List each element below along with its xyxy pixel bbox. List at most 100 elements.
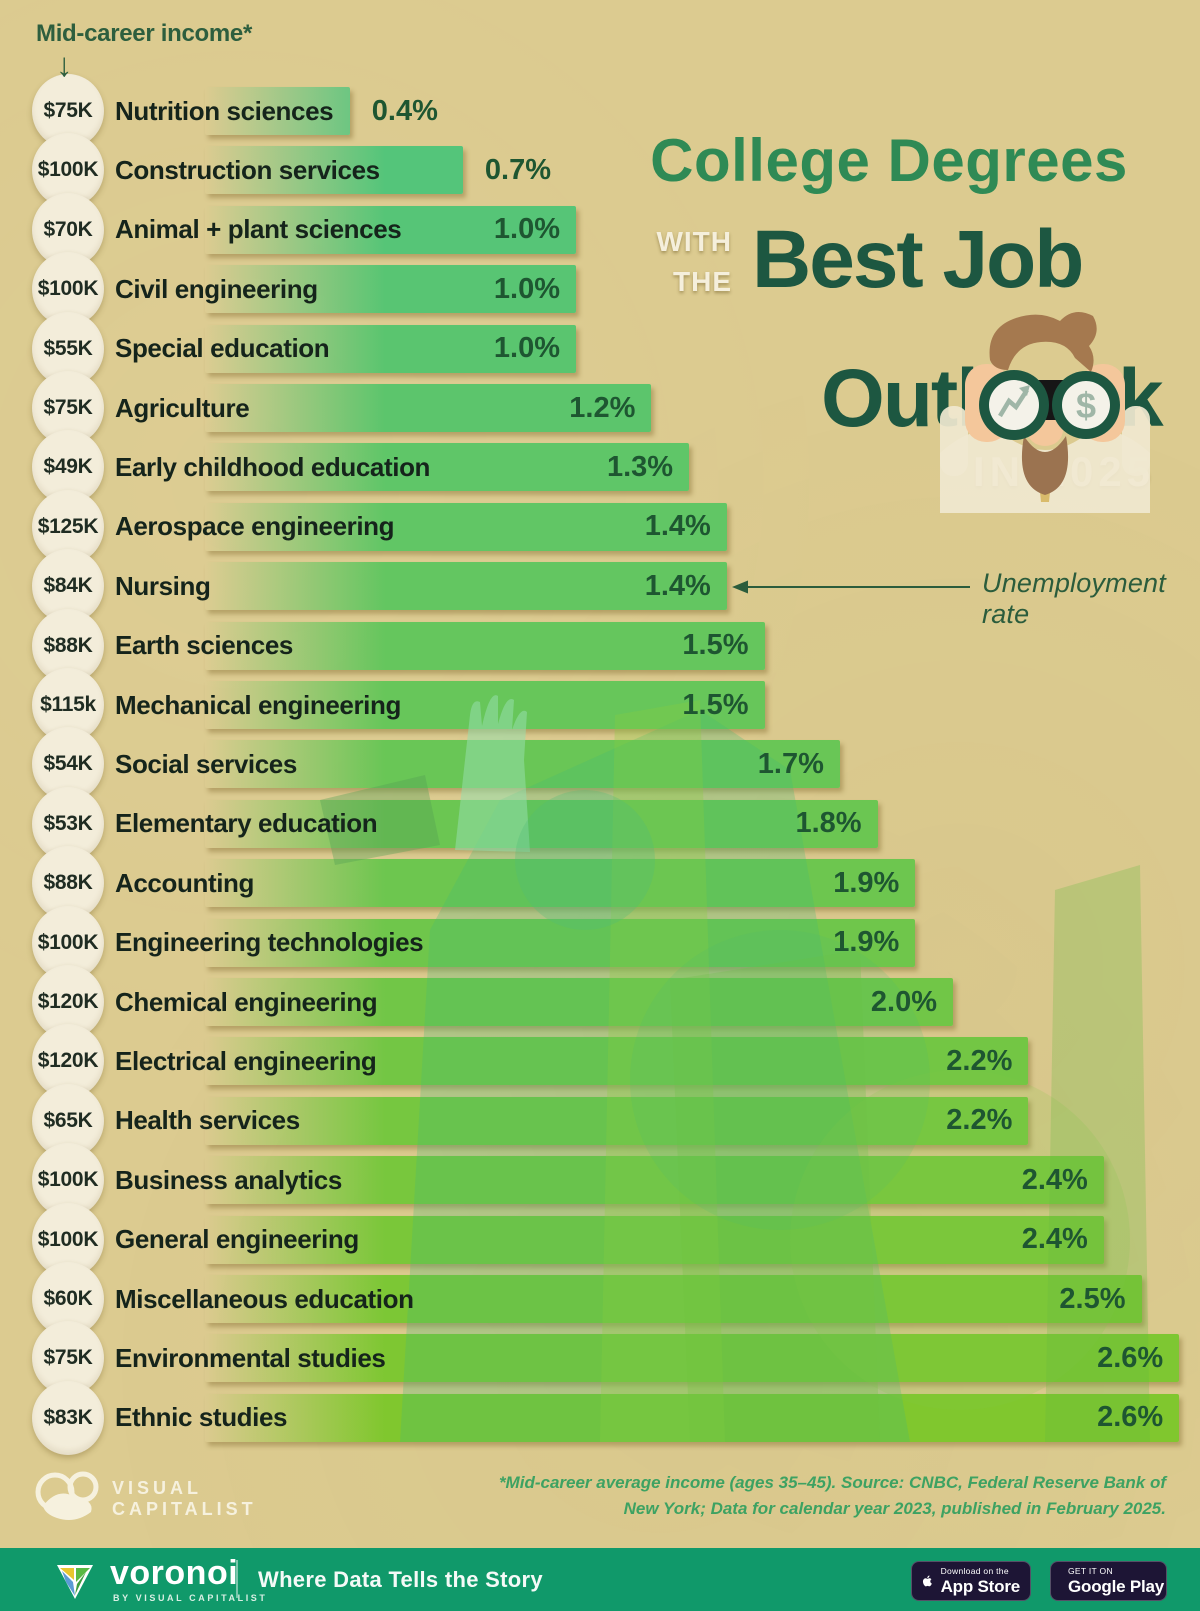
unemployment-pct-label: 1.0% [493,213,560,246]
unemployment-pct-label: 2.6% [1097,1401,1164,1434]
degree-label: Ethnic studies [115,1402,288,1433]
voronoi-byline: BY VISUAL CAPITALIST [113,1593,268,1603]
unemployment-bar [205,384,652,432]
unemployment-bar [205,443,690,492]
unemployment-pct-label: 1.5% [682,629,749,662]
unemployment-pct-label: 1.9% [833,866,900,899]
unemployment-pct-label: 1.8% [795,807,862,840]
unemployment-pct-label: 2.0% [870,985,937,1018]
unemployment-pct-label: 2.2% [946,1104,1013,1137]
degree-label: Health services [115,1105,300,1136]
degree-label: Agriculture [115,392,250,423]
unemployment-bar [205,978,953,1026]
unemployment-pct-label: 2.2% [946,1044,1013,1077]
unemployment-pct-label: 2.4% [1021,1163,1088,1196]
unemployment-pct-label: 0.7% [484,153,551,186]
unemployment-bar [205,1334,1180,1383]
income-label: $100K [37,277,99,301]
income-label: $75K [43,396,93,419]
degree-label: Chemical engineering [115,986,378,1017]
voronoi-wordmark: voronoi [110,1554,239,1592]
income-label: $49K [43,455,93,479]
unemployment-bar [205,265,576,314]
income-label: $100K [37,1227,99,1251]
degree-label: Engineering technologies [115,927,424,958]
degree-label: Business analytics [115,1164,342,1195]
unemployment-pct-label: 1.5% [682,688,749,721]
unemployment-pct-label: 2.5% [1059,1282,1126,1315]
income-label: $75K [43,1346,93,1370]
unemployment-bar [205,146,463,195]
income-label: $65K [43,1108,93,1132]
unemployment-bar [205,1215,1104,1264]
unemployment-pct-label: 2.4% [1021,1223,1088,1256]
app-store-badge-top: Download on the [940,1565,1009,1576]
income-circle: $83K [32,1380,104,1455]
degree-label: Earth sciences [115,630,293,661]
divider [236,1560,238,1598]
unemployment-bar [205,1393,1180,1442]
degree-label: Nutrition sciences [115,95,334,126]
degree-label: Mechanical engineering [115,689,401,720]
degree-label: Construction services [115,154,380,185]
unemployment-bar [205,502,727,551]
income-label: $125K [37,514,99,538]
income-label: $88K [43,871,93,895]
income-label: $100K [37,930,99,954]
unemployment-bar [205,859,916,908]
degree-label: Nursing [115,570,211,601]
bottom-brand-bar: voronoi BY VISUAL CAPITALIST Where Data … [0,1548,1200,1611]
unemployment-pct-label: 1.9% [833,926,900,959]
unemployment-bar [205,621,765,670]
degree-label: Miscellaneous education [115,1283,414,1314]
degree-label: Aerospace engineering [115,511,395,542]
unemployment-bar [205,1275,1142,1323]
degree-label: General engineering [115,1224,359,1255]
unemployment-bar [205,799,878,848]
unemployment-pct-label: 1.4% [644,569,711,602]
google-play-badge[interactable]: GET IT ON Google Play [1050,1561,1167,1601]
unemployment-pct-label: 1.3% [606,450,674,483]
income-label: $54K [43,752,93,776]
unemployment-bar [205,918,916,967]
income-label: $88K [43,633,93,657]
unemployment-bar [205,1096,1029,1145]
degree-label: Civil engineering [115,273,318,304]
app-store-badge[interactable]: Download on the App Store [911,1561,1031,1601]
income-label: $53K [43,811,93,835]
unemployment-bar [205,205,576,254]
income-circle: $100K [32,252,104,327]
degree-label: Elementary education [115,808,378,839]
degree-label: Electrical engineering [115,1045,377,1076]
apple-icon [922,1575,932,1587]
income-label: $120K [37,1049,99,1073]
unemployment-pct-label: 1.0% [493,272,560,305]
income-label: $83K [43,1405,93,1429]
unemployment-pct-label: 2.6% [1097,1341,1164,1374]
income-label: $70K [43,217,93,241]
app-store-badge-main: App Store [940,1577,1021,1597]
income-circle: $60K [32,1262,104,1336]
degree-label: Animal + plant sciences [115,214,402,245]
income-circle: $88K [32,846,104,921]
income-label: $120K [37,990,99,1013]
degree-label: Accounting [115,867,254,898]
income-label: $60K [43,1287,93,1310]
voronoi-logo-icon [57,1565,93,1599]
unemployment-pct-label: 1.2% [569,391,636,424]
income-label: $75K [43,99,93,122]
income-label: $84K [43,574,93,598]
unemployment-bar [205,562,727,611]
degree-label: Special education [115,333,330,364]
google-play-badge-top: GET IT ON [1068,1565,1113,1576]
income-circle: $100K [32,1202,104,1277]
degree-label: Environmental studies [115,1342,386,1373]
unemployment-pct-label: 1.4% [644,510,711,543]
unemployment-bar [205,324,576,373]
income-label: $100K [37,158,99,182]
tagline: Where Data Tells the Story [258,1567,543,1592]
google-play-badge-main: Google Play [1068,1577,1165,1597]
